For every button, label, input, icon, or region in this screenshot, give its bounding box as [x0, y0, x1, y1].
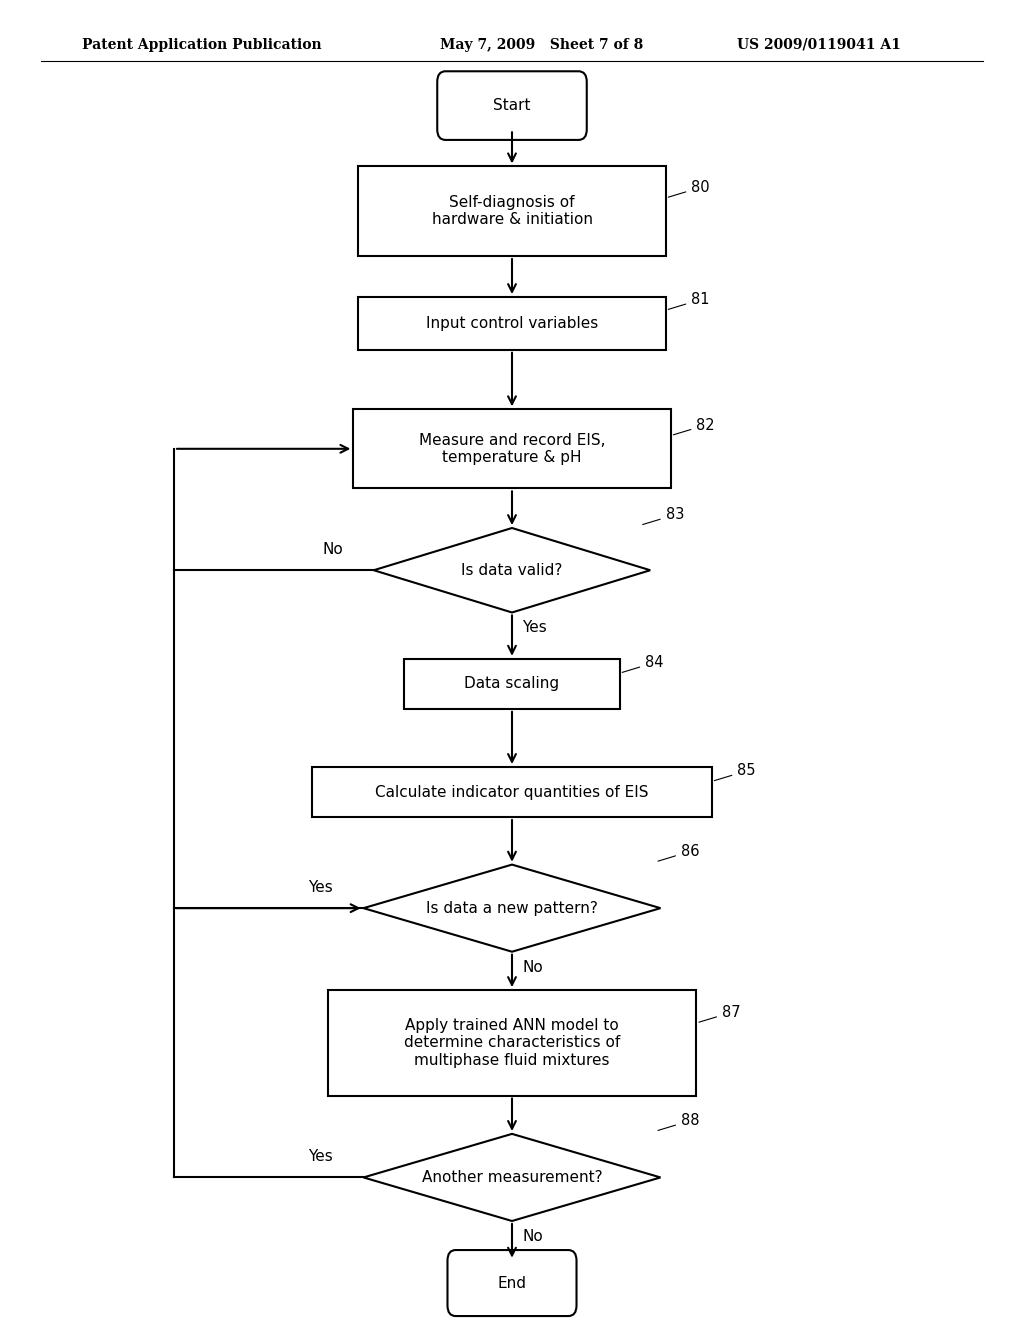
Text: 88: 88	[658, 1113, 699, 1130]
Text: 80: 80	[669, 180, 710, 197]
FancyBboxPatch shape	[437, 71, 587, 140]
Text: Yes: Yes	[308, 1150, 333, 1164]
Text: Calculate indicator quantities of EIS: Calculate indicator quantities of EIS	[375, 784, 649, 800]
FancyBboxPatch shape	[447, 1250, 577, 1316]
Bar	[353, 409, 671, 488]
Text: 83: 83	[643, 507, 684, 524]
Bar	[404, 659, 620, 709]
Text: Is data a new pattern?: Is data a new pattern?	[426, 900, 598, 916]
Text: 85: 85	[715, 763, 756, 780]
Text: 82: 82	[674, 417, 715, 434]
Text: Data scaling: Data scaling	[465, 676, 559, 692]
Text: Is data valid?: Is data valid?	[462, 562, 562, 578]
Text: Input control variables: Input control variables	[426, 315, 598, 331]
Text: End: End	[498, 1275, 526, 1291]
Bar	[312, 767, 712, 817]
Bar	[328, 990, 696, 1096]
Text: 84: 84	[623, 655, 664, 672]
Text: Self-diagnosis of
hardware & initiation: Self-diagnosis of hardware & initiation	[431, 195, 593, 227]
Text: No: No	[323, 543, 343, 557]
Text: 86: 86	[658, 843, 699, 861]
Text: Yes: Yes	[522, 620, 547, 635]
Text: Yes: Yes	[308, 880, 333, 895]
Bar	[358, 297, 666, 350]
Text: No: No	[522, 1229, 543, 1243]
Text: Apply trained ANN model to
determine characteristics of
multiphase fluid mixture: Apply trained ANN model to determine cha…	[403, 1018, 621, 1068]
Polygon shape	[374, 528, 650, 612]
Text: Start: Start	[494, 98, 530, 114]
Bar	[358, 166, 666, 256]
Polygon shape	[364, 1134, 660, 1221]
Text: 87: 87	[699, 1005, 740, 1022]
Text: No: No	[522, 960, 543, 974]
Text: Another measurement?: Another measurement?	[422, 1170, 602, 1185]
Text: May 7, 2009   Sheet 7 of 8: May 7, 2009 Sheet 7 of 8	[440, 38, 643, 51]
Text: Measure and record EIS,
temperature & pH: Measure and record EIS, temperature & pH	[419, 433, 605, 465]
Text: FIG. 8: FIG. 8	[462, 81, 562, 110]
Text: Patent Application Publication: Patent Application Publication	[82, 38, 322, 51]
Polygon shape	[364, 865, 660, 952]
Text: 81: 81	[669, 292, 710, 309]
Text: US 2009/0119041 A1: US 2009/0119041 A1	[737, 38, 901, 51]
